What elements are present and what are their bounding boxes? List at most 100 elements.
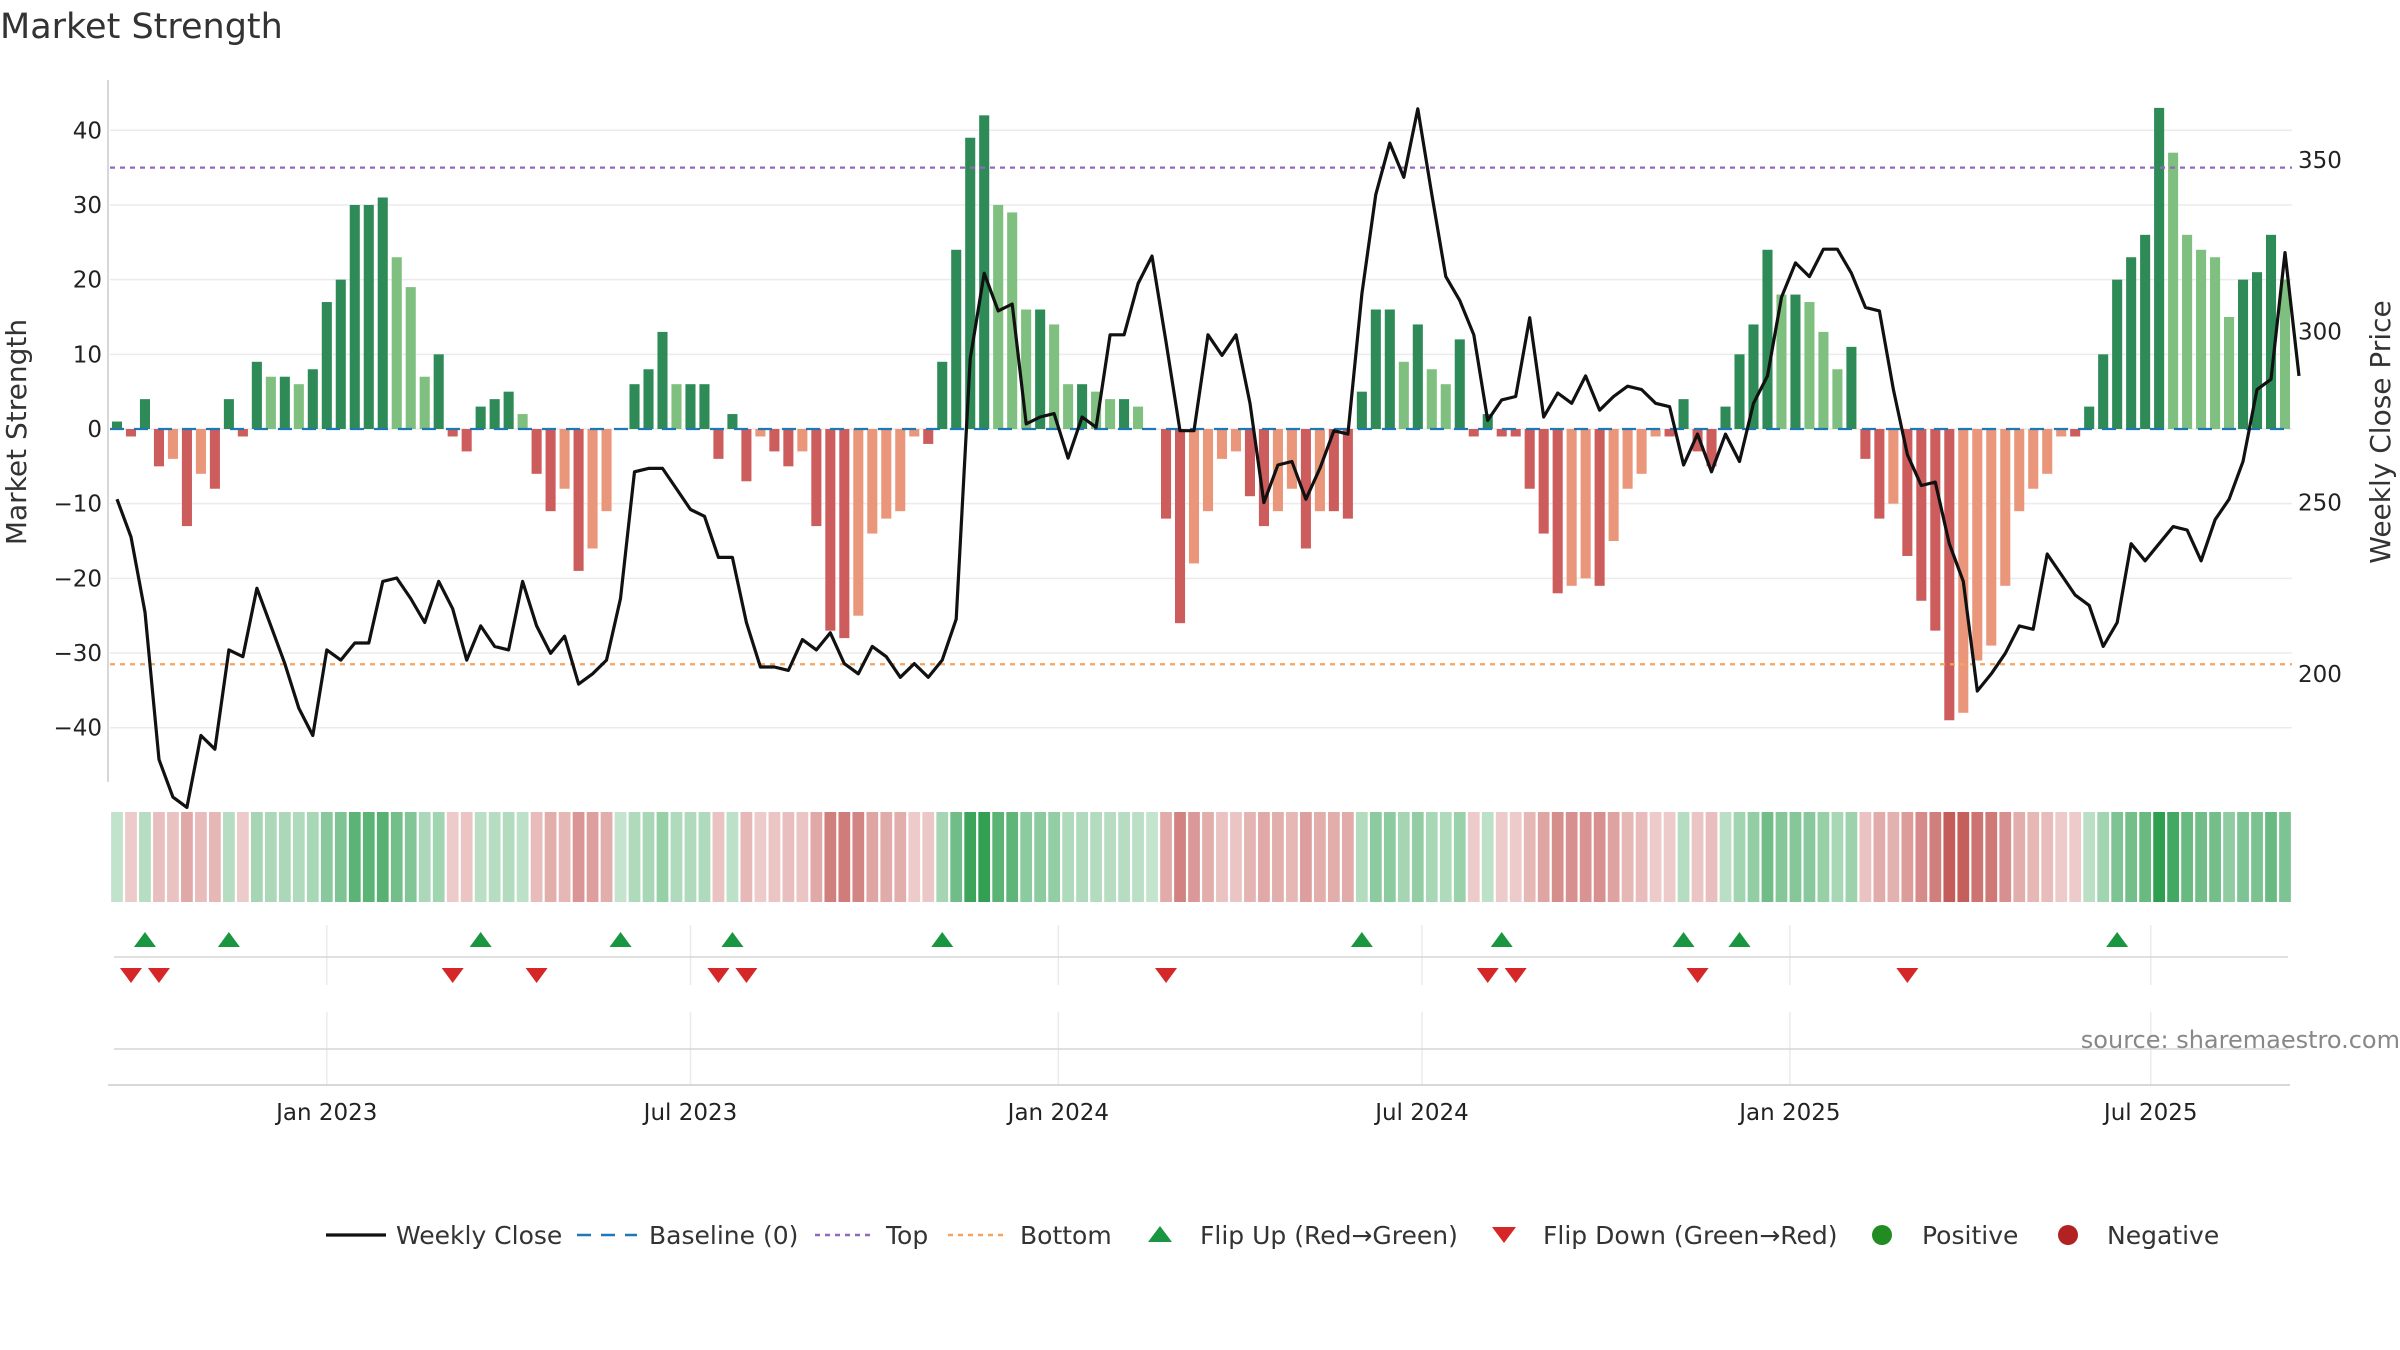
strength-bar (1174, 429, 1186, 624)
heat-cell (1314, 812, 1326, 902)
strength-bar (1986, 429, 1997, 646)
legend-label: Baseline (0) (649, 1221, 798, 1250)
strength-bar (1664, 429, 1675, 437)
flip-up-marker (217, 932, 240, 947)
strength-bar (1538, 429, 1549, 534)
strength-bar (2084, 406, 2095, 429)
flip-up-marker (609, 932, 632, 947)
heat-cell (1425, 812, 1438, 902)
legend-negative-icon (2058, 1225, 2078, 1245)
strength-bar (405, 287, 416, 429)
strength-bar (1776, 294, 1787, 429)
flip-down-marker (147, 968, 170, 983)
heat-cell (572, 812, 585, 902)
heat-cell (712, 812, 725, 902)
left-tick-label: 40 (73, 118, 102, 144)
flip-up-marker (931, 932, 954, 947)
heat-cell (1383, 812, 1396, 902)
heat-cell (139, 812, 151, 902)
strength-bar (391, 257, 402, 429)
right-tick-label: 250 (2298, 491, 2342, 517)
heat-cell (1230, 812, 1242, 902)
heat-cell (1006, 812, 1019, 902)
left-tick-label: 0 (87, 417, 102, 443)
strength-bar (1412, 324, 1423, 429)
strength-bar (1832, 369, 1843, 429)
strength-bar (923, 429, 934, 444)
heat-cell (1719, 812, 1732, 902)
strength-bar (1552, 429, 1563, 594)
strength-bar (1734, 354, 1745, 429)
strength-bar (1021, 309, 1032, 429)
heat-cell (2279, 812, 2291, 902)
strength-bar (1077, 384, 1088, 429)
strength-bar (1818, 331, 1829, 429)
heat-cell (2083, 812, 2096, 902)
heat-cell (1481, 812, 1494, 902)
strength-bar (349, 204, 360, 429)
strength-bar (1636, 429, 1647, 474)
strength-bars (111, 107, 2291, 721)
flip-up-marker (721, 932, 744, 947)
strength-bar (1468, 429, 1479, 437)
heat-cell (1439, 812, 1452, 902)
flip-down-marker (1896, 968, 1919, 983)
strength-bar (1384, 309, 1395, 429)
strength-bar (1692, 429, 1703, 452)
strength-bar (1007, 212, 1018, 429)
heat-cell (852, 812, 865, 902)
strength-bar (1230, 429, 1241, 452)
strength-bar (2140, 234, 2151, 429)
heat-cell (740, 812, 753, 902)
heat-cell (2167, 812, 2179, 902)
strength-bar (769, 429, 780, 452)
heat-cell (1146, 812, 1158, 902)
heat-cell (824, 812, 837, 902)
legend-label: Weekly Close (396, 1221, 562, 1250)
heat-cell (167, 812, 179, 902)
heat-cell (1579, 812, 1592, 902)
heat-cell (1509, 812, 1522, 902)
heat-cell (516, 812, 529, 902)
strength-bar (2265, 234, 2277, 429)
strength-bar (2070, 429, 2081, 437)
strength-bar (167, 429, 178, 459)
heat-cell (558, 812, 571, 902)
strength-bar (2014, 429, 2025, 512)
heat-cell (1341, 812, 1354, 902)
strength-bar (853, 429, 864, 616)
heat-cell (2237, 812, 2249, 902)
heat-cell (390, 812, 403, 902)
heat-cell (642, 812, 655, 902)
heat-cell (1761, 812, 1774, 902)
reference-lines (110, 166, 2292, 666)
flip-up-marker (1490, 932, 1513, 947)
strength-bar (181, 429, 192, 527)
strength-bar (1188, 429, 1200, 564)
heat-cell (1118, 812, 1130, 902)
flip-down-marker (441, 968, 464, 983)
heat-cell (1733, 812, 1746, 902)
heat-cell (1551, 812, 1564, 902)
strength-bar (531, 429, 542, 474)
heat-cell (1453, 812, 1466, 902)
heat-cell (1286, 812, 1298, 902)
heat-cell (1915, 812, 1928, 902)
strength-bar (2168, 152, 2179, 429)
heat-cell (264, 812, 277, 902)
heat-cell (446, 812, 459, 902)
heat-cell (1104, 812, 1116, 902)
strength-bar (1566, 429, 1577, 586)
heat-cell (1174, 812, 1186, 902)
strength-bar (1133, 406, 1144, 429)
right-tick-label: 200 (2298, 662, 2342, 688)
strength-bar (1748, 324, 1759, 429)
strength-bar (2126, 257, 2137, 429)
heat-cell (586, 812, 599, 902)
strength-bar (1342, 429, 1353, 519)
heat-cell (404, 812, 417, 902)
legend-label: Flip Down (Green→Red) (1543, 1221, 1838, 1250)
date-tick-label: Jul 2024 (1373, 1100, 1469, 1126)
flip-markers-panel (114, 932, 2288, 983)
strength-bar (741, 429, 752, 482)
